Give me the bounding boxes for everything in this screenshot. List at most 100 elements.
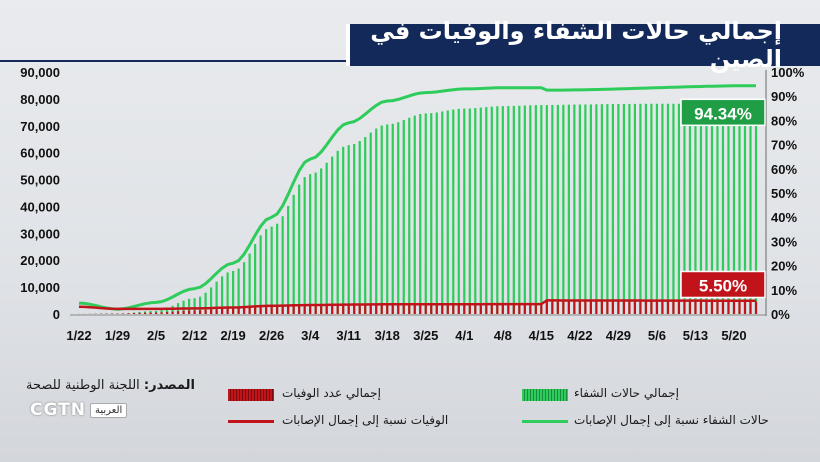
death-bar [259,307,262,314]
recovered-bar [556,104,559,315]
death-bar [121,313,125,314]
death-bar [232,308,235,314]
recovered-bar [303,177,306,314]
recovered-bar [551,104,554,314]
x-tick-label: 3/4 [301,328,320,343]
legend-recovered-bar-label: إجمالي حالات الشفاء [574,386,679,400]
death-bar [672,301,675,314]
death-bar [353,305,356,314]
x-tick-label: 1/22 [66,328,91,343]
death-bar [221,308,224,314]
y-left-tick-label: 60,000 [20,146,60,161]
death-bar [617,301,620,314]
recovered-bar [518,105,521,315]
recovered-bar [705,103,708,315]
death-bar [386,305,389,314]
recovered-bar [699,103,703,314]
x-tick-label: 2/19 [220,328,245,343]
recovered-bar [749,103,752,314]
death-bar [243,307,246,314]
death-bar [314,305,317,314]
y-left-tick-label: 10,000 [20,280,60,295]
recovered-bar [402,120,405,314]
death-bar [309,305,312,314]
death-bar [358,305,361,314]
death-bar [287,306,290,314]
death-bar [331,305,334,314]
death-bar [534,305,537,314]
death-bar [149,312,152,314]
death-bar [666,301,670,314]
death-bar [677,301,681,314]
death-bar [281,306,284,314]
death-bar [402,305,405,314]
death-bar [292,306,295,314]
recovered-bar [276,223,279,314]
badges: 94.34% 5.50% [680,98,766,299]
y-right-tick-label: 90% [771,89,797,104]
death-bar [479,305,482,314]
recovered-bar [391,123,394,314]
death-bar [154,312,158,314]
bars [77,103,758,315]
recovered-bar [479,107,482,314]
death-bar [187,310,191,314]
recovered-bar [380,125,383,314]
death-pct-line [78,299,756,311]
recovered-bar [243,262,246,314]
y-left-tick-label: 40,000 [20,199,60,214]
recovered-bar [160,310,163,314]
recovered-bar [424,113,427,314]
recovered-bar [248,253,251,314]
recovered-bar [732,103,736,315]
death-bar [567,301,570,314]
recovered-bar [677,103,681,315]
recovered-bar [595,104,598,315]
death-bar [694,301,697,314]
recovered-bar [331,156,334,314]
recovered-bar [721,103,725,314]
recovered-bar [259,235,262,314]
death-bar [485,305,488,314]
recovered-pct-line [78,84,756,311]
recovered-bar [336,150,339,314]
recovered-bar [320,168,323,314]
x-tick-label: 4/22 [567,328,592,343]
death-bar [138,312,141,314]
death-bar [397,305,400,314]
y-right-tick-label: 60% [771,162,797,177]
recovered-bar [512,105,515,314]
recovered-pct-badge-label: 94.34% [694,104,752,123]
recovered-bar [485,107,488,314]
title-banner: إجمالي حالات الشفاء والوفيات في الصين [346,17,820,73]
death-bar [584,301,587,314]
death-bar [204,309,207,314]
recovered-bar [314,172,317,314]
death-bar [375,305,378,314]
death-bar [468,305,471,314]
death-bar [683,301,686,314]
death-bar [209,309,213,314]
x-tick-label: 3/11 [336,328,361,343]
death-bar [132,313,136,314]
death-bar [413,305,416,314]
death-bar [518,305,521,314]
death-bar [435,305,438,314]
death-bar [237,308,240,314]
death-bar [650,301,653,314]
x-tick-label: 4/15 [529,328,554,343]
y-left-tick-label: 30,000 [20,226,60,241]
recovered-bar [413,115,416,315]
recovered-bar [501,106,504,314]
chart-title: إجمالي حالات الشفاء والوفيات في الصين [370,17,782,73]
legend-recovered-bar-swatch [522,389,568,401]
death-bar [446,305,449,314]
y-left-tick-label: 70,000 [20,119,60,134]
death-bar [507,305,510,314]
death-bar [198,310,202,314]
death-bar [600,301,603,314]
x-tick-label: 2/5 [147,328,165,343]
recovered-bar [281,216,284,314]
death-pct-badge-label: 5.50% [699,276,747,295]
recovered-bar [545,105,548,314]
